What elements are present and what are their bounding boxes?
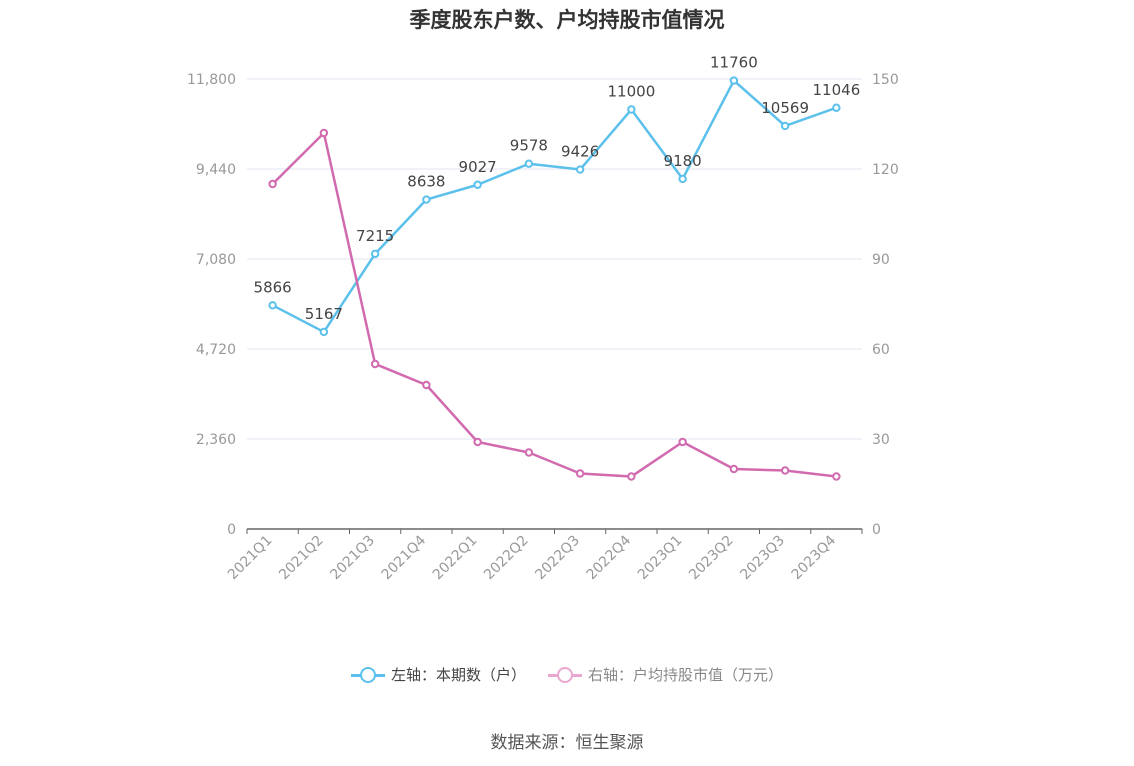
- chart-plot: 0 2,360 4,720 7,080 9,440 11,800 0 30 60 90 120 150…: [187, 54, 899, 584]
- right-axis-tick-label: 0: [872, 522, 881, 538]
- avg-value-data-point: [729, 464, 739, 474]
- avg-value-data-point: [780, 466, 790, 475]
- left-axis-tick-label: 0: [227, 522, 236, 538]
- x-axis-tick-label: 2023Q2: [686, 533, 737, 584]
- avg-value-data-point: [319, 128, 329, 138]
- avg-value-data-point: [678, 437, 687, 447]
- x-axis-tick-label: 2021Q4: [379, 532, 430, 583]
- holders-data-label: 11760: [710, 54, 758, 72]
- legend-line-circle-icon: [548, 665, 582, 685]
- x-axis-tick-label: 2022Q3: [532, 533, 583, 584]
- right-axis-tick-label: 120: [872, 162, 899, 178]
- x-axis-tick-label: 2023Q4: [789, 532, 840, 583]
- holders-data-point: [832, 103, 841, 112]
- holders-data-point: [268, 301, 277, 310]
- holders-data-point: [370, 249, 380, 259]
- avg-value-series-line: [271, 131, 837, 478]
- avg-value-data-point: [575, 469, 585, 478]
- x-axis-tick-label: 2023Q1: [635, 533, 686, 584]
- avg-value-data-point: [268, 179, 277, 189]
- avg-value-data-point: [832, 472, 841, 481]
- legend: 左轴：本期数（户） 右轴：户均持股市值（万元）: [0, 664, 1134, 685]
- holders-series-line: [272, 79, 837, 334]
- legend-item-avg-value[interactable]: 右轴：户均持股市值（万元）: [548, 664, 783, 685]
- avg-value-data-point: [473, 437, 482, 447]
- right-axis-tick-label: 30: [872, 432, 890, 448]
- holders-data-label: 5167: [305, 305, 343, 323]
- right-axis-tick-label: 60: [872, 342, 890, 358]
- holders-data-label: 7215: [356, 227, 394, 245]
- holders-data-point: [678, 174, 687, 184]
- right-axis-tick-label: 150: [872, 72, 899, 88]
- holders-data-point: [319, 327, 329, 337]
- legend-line-circle-icon: [350, 665, 385, 685]
- chart-title: 季度股东户数、户均持股市值情况: [409, 8, 725, 32]
- right-axis-tick-label: 90: [872, 252, 890, 268]
- holders-data-label: 11046: [813, 81, 861, 99]
- x-axis-tick-label: 2022Q2: [481, 533, 532, 584]
- holders-data-label: 9027: [459, 158, 497, 176]
- legend-label-avg-value: 右轴：户均持股市值（万元）: [588, 666, 784, 684]
- holders-data-point: [524, 159, 534, 168]
- x-axis-tick-label: 2021Q3: [327, 533, 378, 584]
- holders-data-point: [422, 195, 431, 204]
- avg-value-data-point: [524, 448, 534, 457]
- holders-data-point: [575, 165, 585, 174]
- left-axis-tick-label: 7,080: [196, 252, 236, 268]
- left-axis-tick-label: 2,360: [196, 432, 236, 448]
- x-axis-tick-label: 2023Q3: [737, 533, 788, 584]
- holders-data-label: 8638: [407, 173, 445, 191]
- x-axis-tick-label: 2022Q1: [430, 533, 481, 584]
- legend-label-holders: 左轴：本期数（户）: [390, 666, 526, 684]
- avg-value-data-point: [627, 472, 636, 481]
- holders-data-point: [729, 76, 739, 85]
- data-source-note: 数据来源：恒生聚源: [490, 733, 644, 753]
- holders-data-point: [780, 121, 790, 131]
- left-axis-tick-label: 11,800: [187, 72, 236, 88]
- holders-data-label: 9578: [510, 137, 548, 155]
- avg-value-data-point: [422, 380, 431, 390]
- holders-data-label: 10569: [761, 99, 809, 117]
- left-axis-tick-label: 9,440: [196, 162, 236, 178]
- legend-item-holders[interactable]: 左轴：本期数（户）: [350, 664, 526, 685]
- holders-data-label: 9180: [664, 152, 702, 170]
- holders-data-point: [627, 105, 636, 114]
- x-axis-tick-label: 2021Q1: [225, 533, 276, 584]
- left-axis-tick-label: 4,720: [196, 342, 236, 358]
- holders-data-label: 9426: [561, 143, 599, 161]
- x-axis-tick-label: 2021Q2: [276, 533, 327, 584]
- holders-data-point: [473, 180, 482, 189]
- avg-value-data-point: [370, 359, 380, 369]
- x-axis-tick-label: 2022Q4: [584, 532, 635, 583]
- holders-data-label: 11000: [608, 83, 656, 101]
- holders-data-label: 5866: [254, 278, 292, 296]
